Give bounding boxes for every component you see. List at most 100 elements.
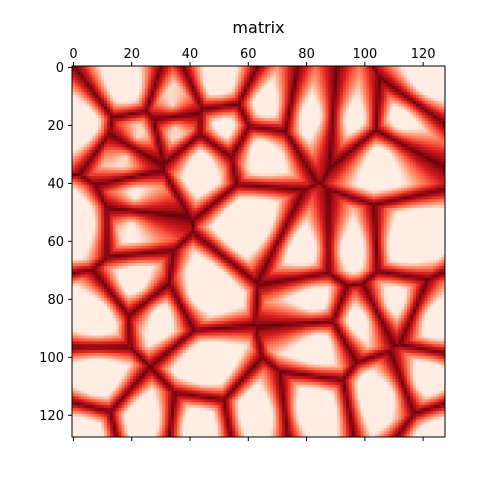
heatmap-cell bbox=[156, 129, 160, 134]
heatmap-cell bbox=[389, 170, 393, 174]
heatmap-cell bbox=[168, 164, 172, 168]
heatmap-cell bbox=[421, 118, 425, 122]
heatmap-cell bbox=[229, 106, 233, 110]
heatmap-cell bbox=[226, 152, 230, 157]
heatmap-cell bbox=[208, 66, 213, 70]
heatmap-cell bbox=[101, 155, 105, 160]
heatmap-cell bbox=[77, 86, 82, 90]
heatmap-cell bbox=[118, 167, 122, 171]
heatmap-cell bbox=[308, 103, 312, 107]
heatmap-cell bbox=[398, 77, 402, 81]
heatmap-cell bbox=[360, 152, 364, 157]
heatmap-cell bbox=[375, 141, 379, 145]
heatmap-cell bbox=[179, 66, 184, 70]
heatmap-cell bbox=[313, 167, 318, 171]
heatmap-cell bbox=[369, 138, 373, 142]
heatmap-cell bbox=[153, 167, 157, 171]
heatmap-cell bbox=[398, 123, 402, 128]
heatmap-cell bbox=[354, 176, 358, 180]
heatmap-cell bbox=[410, 126, 414, 131]
heatmap-cell bbox=[112, 115, 117, 119]
heatmap-cell bbox=[439, 176, 443, 180]
heatmap-cell bbox=[273, 176, 277, 180]
heatmap-cell bbox=[360, 170, 364, 174]
heatmap-cell bbox=[395, 118, 399, 122]
heatmap-cell bbox=[404, 141, 408, 145]
heatmap-cell bbox=[377, 132, 382, 136]
heatmap-cell bbox=[357, 68, 361, 73]
heatmap-cell bbox=[194, 161, 198, 165]
heatmap-cell bbox=[366, 147, 370, 151]
heatmap-cell bbox=[410, 89, 414, 93]
heatmap-cell bbox=[273, 129, 277, 134]
heatmap-cell bbox=[369, 155, 373, 160]
heatmap-cell bbox=[360, 74, 364, 78]
heatmap-cell bbox=[171, 138, 175, 142]
heatmap-cell bbox=[191, 155, 195, 160]
heatmap-cell bbox=[325, 68, 329, 73]
heatmap-cell bbox=[77, 155, 82, 160]
heatmap-cell bbox=[290, 71, 294, 76]
heatmap-cell bbox=[86, 161, 90, 165]
heatmap-cell bbox=[410, 74, 414, 78]
heatmap-cell bbox=[377, 94, 382, 99]
heatmap-cell bbox=[235, 121, 239, 125]
heatmap-cell bbox=[386, 150, 390, 154]
heatmap-cell bbox=[302, 106, 306, 110]
heatmap-cell bbox=[194, 92, 198, 96]
heatmap-cell bbox=[194, 100, 198, 105]
heatmap-cell bbox=[206, 83, 210, 87]
heatmap-cell bbox=[106, 132, 111, 136]
heatmap-cell bbox=[141, 86, 146, 90]
heatmap-cell bbox=[284, 150, 288, 154]
heatmap-cell bbox=[141, 77, 146, 81]
heatmap-cell bbox=[133, 118, 137, 122]
heatmap-cell bbox=[319, 123, 323, 128]
heatmap-cell bbox=[241, 112, 245, 116]
heatmap-cell bbox=[74, 83, 79, 87]
heatmap-cell bbox=[357, 147, 361, 151]
heatmap-cell bbox=[386, 173, 390, 177]
heatmap-cell bbox=[101, 71, 105, 76]
heatmap-cell bbox=[372, 152, 376, 157]
heatmap-cell bbox=[232, 89, 236, 93]
heatmap-cell bbox=[401, 92, 405, 96]
heatmap-cell bbox=[328, 103, 332, 107]
heatmap-cell bbox=[127, 77, 131, 81]
heatmap-cell bbox=[182, 132, 186, 136]
heatmap-cell bbox=[430, 71, 434, 76]
heatmap-cell bbox=[106, 92, 111, 96]
heatmap-cell bbox=[267, 118, 271, 122]
heatmap-cell bbox=[345, 71, 350, 76]
heatmap-cell bbox=[375, 77, 379, 81]
heatmap-cell bbox=[74, 147, 79, 151]
heatmap-cell bbox=[421, 97, 425, 102]
heatmap-cell bbox=[261, 112, 265, 116]
heatmap-cell bbox=[223, 86, 227, 90]
heatmap-cell bbox=[191, 141, 195, 145]
heatmap-cell bbox=[354, 89, 358, 93]
heatmap-cell bbox=[194, 121, 198, 125]
heatmap-cell bbox=[299, 167, 303, 171]
heatmap-cell bbox=[380, 161, 385, 165]
heatmap-cell bbox=[337, 161, 341, 165]
heatmap-cell bbox=[412, 129, 417, 134]
heatmap-cell bbox=[104, 135, 108, 139]
heatmap-cell bbox=[284, 97, 288, 102]
heatmap-cell bbox=[436, 150, 440, 154]
heatmap-cell bbox=[345, 138, 350, 142]
heatmap-cell bbox=[424, 147, 428, 151]
heatmap-cell bbox=[200, 109, 204, 113]
heatmap-cell bbox=[380, 164, 385, 168]
heatmap-cell bbox=[310, 80, 315, 84]
heatmap-cell bbox=[89, 80, 93, 84]
heatmap-cell bbox=[243, 167, 248, 171]
heatmap-cell bbox=[287, 66, 291, 70]
heatmap-cell bbox=[159, 92, 163, 96]
heatmap-cell bbox=[165, 126, 169, 131]
heatmap-cell bbox=[188, 109, 192, 113]
heatmap-cell bbox=[310, 106, 315, 110]
heatmap-cell bbox=[281, 164, 286, 168]
heatmap-cell bbox=[337, 94, 341, 99]
heatmap-cell bbox=[348, 71, 353, 76]
